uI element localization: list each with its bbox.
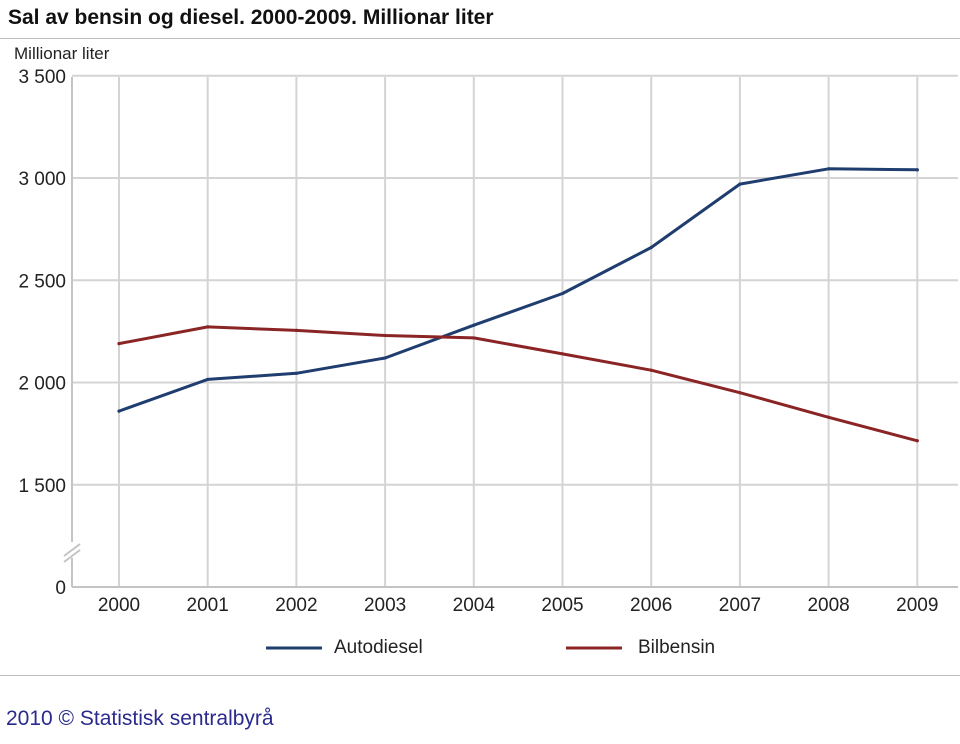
- x-tick-label: 2005: [541, 595, 583, 616]
- chart-series: [117, 167, 919, 443]
- x-tick-label: 2001: [187, 595, 229, 616]
- data-point-autodiesel: [117, 409, 121, 413]
- y-tick-label: 2 000: [18, 374, 66, 395]
- data-point-bilbensin: [206, 325, 210, 329]
- x-tick-label: 2004: [453, 595, 496, 616]
- y-tick-label: 0: [55, 578, 66, 599]
- data-point-bilbensin: [472, 336, 476, 340]
- x-tick-label: 2009: [896, 595, 938, 616]
- x-tick-label: 2002: [275, 595, 317, 616]
- data-point-autodiesel: [738, 182, 742, 186]
- y-tick-label: 1 500: [18, 476, 66, 497]
- y-tick-label: 3 000: [18, 169, 66, 190]
- data-point-autodiesel: [827, 167, 831, 171]
- chart-title: Sal av bensin og diesel. 2000-2009. Mill…: [8, 6, 494, 29]
- series-line-autodiesel: [117, 167, 919, 413]
- data-point-bilbensin: [294, 328, 298, 332]
- y-axis-ticks: 0 1 500 2 000 2 500 3 000 3 500: [18, 67, 66, 599]
- data-point-autodiesel: [206, 377, 210, 382]
- x-tick-label: 2000: [98, 595, 140, 616]
- legend-label-autodiesel: Autodiesel: [334, 637, 423, 658]
- copyright-footer: 2010 © Statistisk sentralbyrå: [6, 707, 274, 730]
- data-point-autodiesel: [383, 356, 387, 360]
- chart-grid: [62, 74, 958, 588]
- data-point-bilbensin: [915, 439, 919, 443]
- data-point-bilbensin: [649, 368, 653, 372]
- data-point-bilbensin: [560, 352, 565, 356]
- y-tick-label: 2 500: [18, 271, 66, 292]
- data-point-autodiesel: [560, 291, 565, 296]
- legend-label-bilbensin: Bilbensin: [638, 637, 715, 658]
- x-tick-label: 2006: [630, 595, 672, 616]
- data-point-bilbensin: [383, 333, 387, 338]
- x-tick-label: 2007: [719, 595, 761, 616]
- series-line-bilbensin: [117, 325, 919, 443]
- data-point-bilbensin: [738, 391, 742, 395]
- footer-divider: [0, 675, 960, 676]
- y-axis-unit-label: Millionar liter: [14, 44, 110, 63]
- y-tick-label: 3 500: [18, 67, 66, 88]
- y-axis-break-icon: [62, 542, 82, 563]
- data-point-bilbensin: [117, 342, 121, 346]
- x-tick-label: 2003: [364, 595, 406, 616]
- data-point-autodiesel: [915, 168, 919, 172]
- data-point-bilbensin: [827, 415, 831, 419]
- data-point-autodiesel: [649, 245, 653, 250]
- x-axis-ticks: 2000 2001 2002 2003 2004 2005 2006 2007 2008 2009: [98, 595, 939, 616]
- data-point-autodiesel: [472, 323, 476, 327]
- data-point-autodiesel: [294, 371, 298, 375]
- title-divider: [0, 38, 960, 39]
- chart-legend: Autodiesel Bilbensin: [266, 637, 715, 658]
- x-tick-label: 2008: [807, 595, 849, 616]
